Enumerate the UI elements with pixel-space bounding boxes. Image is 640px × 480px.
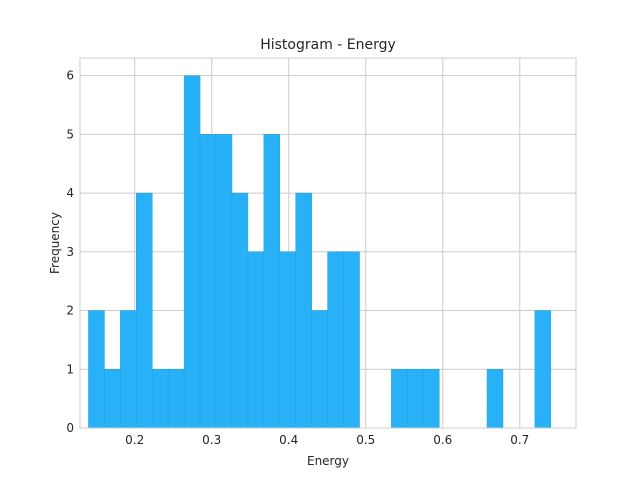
histogram-bar (167, 369, 185, 429)
y-tick-labels: 0 1 2 3 4 5 6 (66, 69, 74, 435)
plot-frame (79, 57, 577, 429)
histogram-bar (199, 134, 217, 429)
histogram-bar (295, 192, 312, 429)
y-tick-label: 2 (66, 304, 74, 318)
x-axis-label: Energy (307, 454, 349, 468)
histogram-bar (247, 251, 265, 429)
x-tick-label: 0.2 (125, 433, 144, 447)
y-tick-label: 0 (66, 421, 74, 435)
histogram-bar (423, 369, 440, 429)
histogram-bar (263, 134, 281, 429)
histogram-bar (88, 310, 105, 429)
histogram-bar (136, 192, 153, 429)
histogram-bar (407, 369, 424, 429)
histogram-bar (183, 75, 201, 429)
chart-title: Histogram - Energy (260, 37, 396, 53)
histogram-bar (534, 310, 552, 429)
y-tick-label: 1 (66, 362, 74, 376)
y-axis-label: Frequency (48, 212, 62, 274)
y-tick-label: 6 (66, 69, 74, 83)
histogram-bar (151, 369, 169, 429)
histogram-bars (88, 75, 552, 429)
x-tick-label: 0.7 (510, 433, 529, 447)
histogram-bar (486, 369, 504, 429)
y-tick-label: 5 (66, 127, 74, 141)
histogram-bar (279, 251, 296, 429)
x-tick-label: 0.4 (279, 433, 298, 447)
histogram-bar (327, 251, 344, 429)
y-tick-label: 4 (66, 186, 74, 200)
grid-lines (80, 58, 576, 429)
histogram-bar (391, 369, 408, 429)
histogram-bar (104, 369, 121, 429)
histogram-bar (343, 251, 360, 429)
x-tick-label: 0.6 (433, 433, 452, 447)
histogram-bar (215, 134, 233, 429)
y-tick-label: 3 (66, 245, 74, 259)
histogram-bar (231, 192, 249, 429)
x-tick-labels: 0.2 0.3 0.4 0.5 0.6 0.7 (125, 433, 529, 447)
histogram-bar (311, 310, 328, 429)
histogram-bar (120, 310, 137, 429)
x-tick-label: 0.3 (202, 433, 221, 447)
x-tick-label: 0.5 (356, 433, 375, 447)
